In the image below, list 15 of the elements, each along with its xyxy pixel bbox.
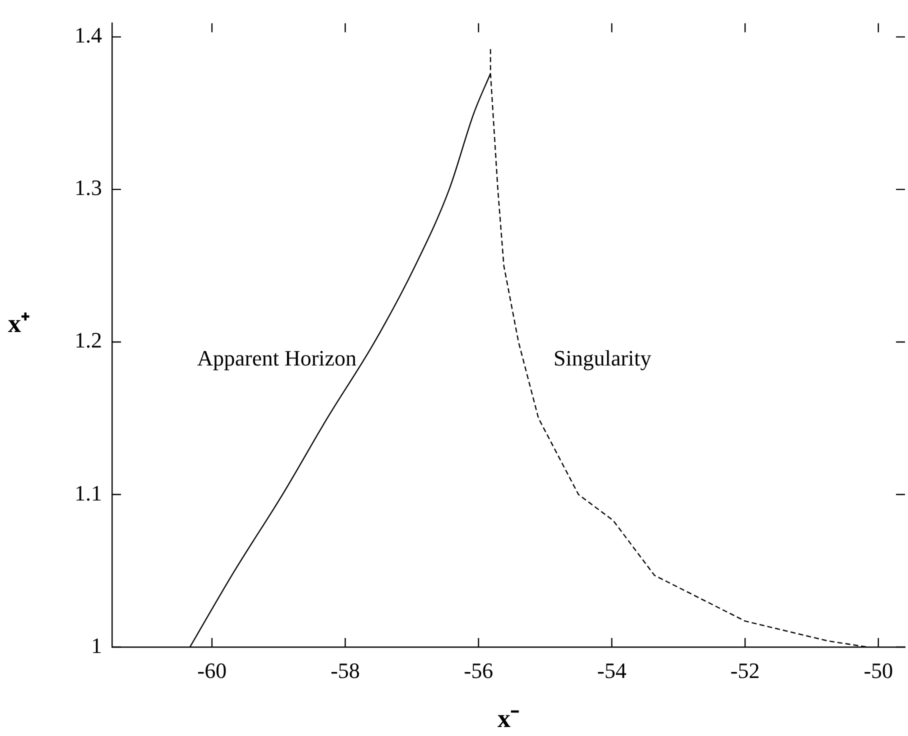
x-tick-label: -58 — [330, 658, 360, 683]
y-tick-label: 1 — [91, 632, 102, 658]
y-tick-label: 1.2 — [74, 328, 102, 353]
x-tick-label: -60 — [197, 658, 227, 683]
x-tick-label: -50 — [864, 658, 894, 683]
y-tick-label: 1.1 — [74, 480, 102, 506]
y-tick-label: 1.4 — [74, 22, 102, 48]
x-axis-title: x⁻ — [498, 704, 520, 734]
x-tick-label: -54 — [597, 658, 626, 683]
x-tick-label: -52 — [730, 658, 760, 683]
series-label: Apparent Horizon — [197, 346, 357, 371]
series-label: Singularity — [553, 346, 652, 371]
y-tick-label: 1.3 — [74, 175, 102, 200]
x-tick-label: -56 — [464, 658, 494, 683]
y-axis-title: x⁺ — [8, 308, 30, 338]
